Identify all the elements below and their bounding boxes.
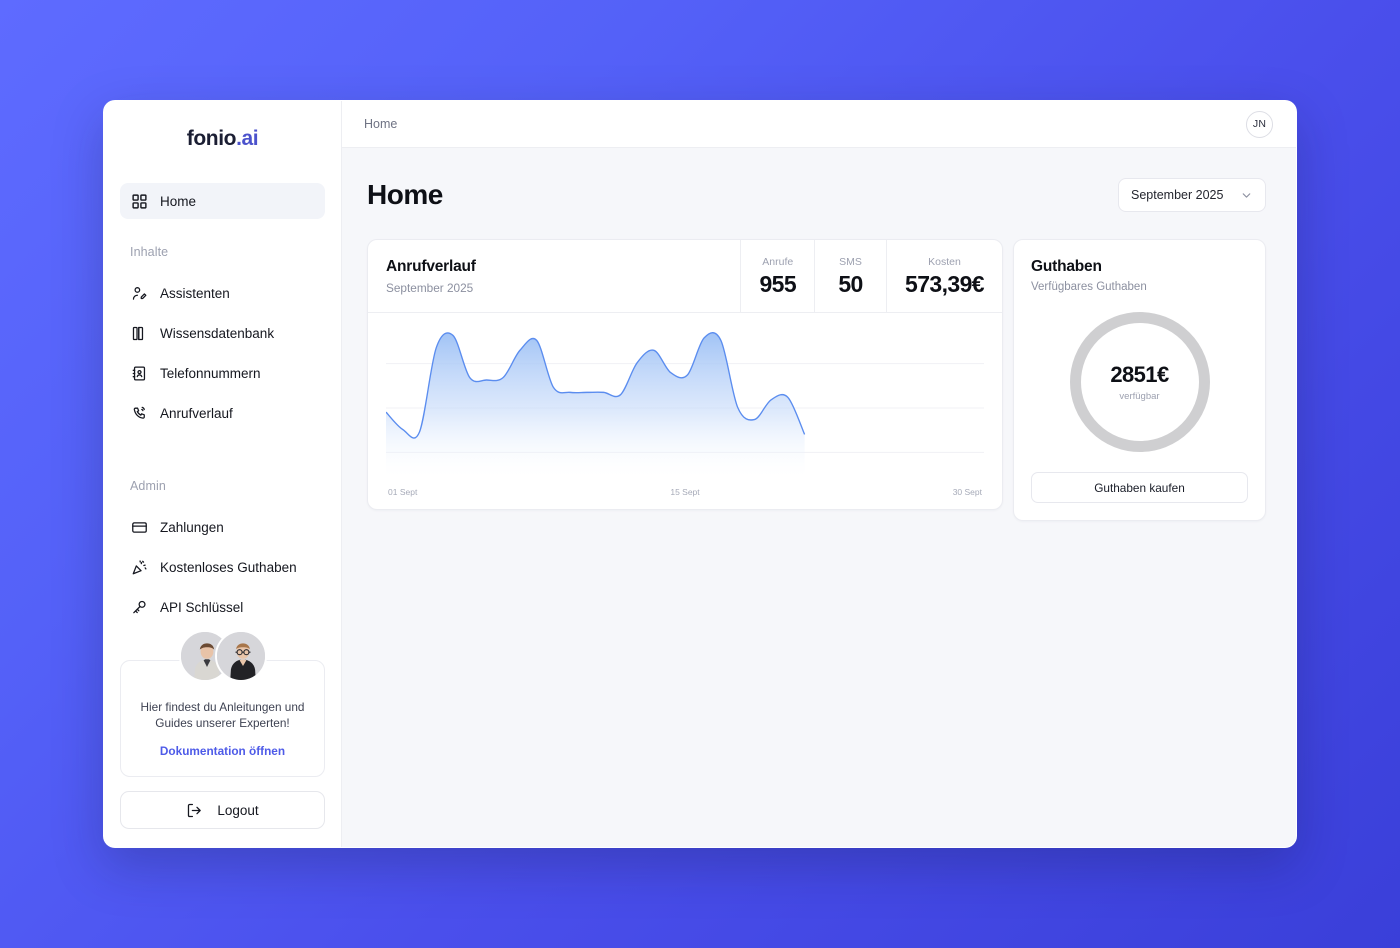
contact-book-icon — [130, 364, 148, 382]
sidebar-item-label: Assistenten — [160, 285, 230, 301]
credit-title: Guthaben — [1031, 258, 1102, 275]
sidebar-item-home[interactable]: Home — [120, 183, 325, 219]
sidebar-item-telefonnummern[interactable]: Telefonnummern — [120, 355, 325, 391]
sidebar-item-label: Anrufverlauf — [160, 405, 233, 421]
stat-label: SMS — [839, 255, 862, 268]
brand-logo-text: fonio.ai — [186, 127, 259, 151]
page-title: Home — [367, 179, 443, 210]
stat-label: Kosten — [928, 255, 961, 268]
month-selector-value: September 2025 — [1131, 188, 1224, 202]
call-history-card: Anrufverlauf September 2025 Anrufe 955 S… — [367, 239, 1003, 510]
docs-avatar-group — [121, 629, 324, 682]
sidebar-item-label: Zahlungen — [160, 519, 224, 535]
sidebar-item-assistenten[interactable]: Assistenten — [120, 275, 325, 311]
gauge-ring — [1069, 312, 1210, 452]
sidebar-section-label-admin: Admin — [130, 479, 166, 493]
sidebar-item-label: Wissensdatenbank — [160, 325, 275, 341]
sidebar-item-label: Home — [160, 193, 197, 209]
chevron-down-icon — [1242, 192, 1251, 198]
docs-link[interactable]: Dokumentation öffnen — [159, 744, 286, 758]
sidebar-item-api-schluessel[interactable]: API Schlüssel — [120, 589, 325, 625]
grid-icon — [130, 192, 148, 210]
brand-logo[interactable]: fonio.ai — [120, 101, 325, 177]
credit-gauge: 2851€ verfügbar — [1069, 312, 1210, 452]
logout-button[interactable]: Logout — [120, 791, 325, 829]
stat-label: Anrufe — [762, 255, 794, 268]
credit-subtitle: Verfügbares Guthaben — [1031, 281, 1147, 293]
avatar — [214, 629, 267, 682]
sidebar-nav-admin: Zahlungen Kostenloses Guthaben — [120, 509, 325, 629]
breadcrumb[interactable]: Home — [364, 117, 398, 131]
stat-value: 50 — [838, 270, 863, 297]
credit-amount-caption: verfügbar — [1119, 391, 1160, 402]
logout-label: Logout — [217, 802, 259, 818]
phone-call-icon — [130, 404, 148, 422]
user-avatar[interactable]: JN — [1246, 110, 1273, 138]
page-header: Home September 2025 — [342, 148, 1296, 212]
chart-area-fill — [386, 332, 805, 479]
sidebar-item-wissensdatenbank[interactable]: Wissensdatenbank — [120, 315, 325, 351]
area-chart-svg — [386, 332, 984, 479]
credit-balance-card: Guthaben Verfügbares Guthaben 2851€ verf… — [1013, 239, 1266, 521]
chart-x-axis: 01 Sept 15 Sept 30 Sept — [386, 479, 984, 499]
main-content: Home JN Home September 2025 Anrufverlauf… — [342, 101, 1296, 847]
key-icon — [130, 598, 148, 616]
sidebar-nav-inhalte: Assistenten Wissensdatenbank — [120, 275, 325, 435]
stat-value: 573,39€ — [905, 270, 985, 297]
call-history-title-box: Anrufverlauf September 2025 — [368, 240, 740, 312]
logout-icon — [188, 803, 202, 817]
call-history-subtitle: September 2025 — [386, 281, 474, 295]
credit-card-icon — [130, 518, 148, 536]
sidebar-item-label: Telefonnummern — [160, 365, 261, 381]
party-popper-icon — [130, 558, 148, 576]
sidebar: fonio.ai Home Inhalte — [104, 101, 342, 847]
credit-gauge-wrap: 2851€ verfügbar — [1031, 312, 1248, 452]
chart-line — [386, 332, 806, 439]
month-selector[interactable]: September 2025 — [1118, 178, 1266, 212]
user-pen-icon — [130, 284, 148, 302]
call-history-header: Anrufverlauf September 2025 Anrufe 955 S… — [368, 240, 1002, 313]
books-icon — [130, 324, 148, 342]
sidebar-item-label: Kostenloses Guthaben — [160, 559, 297, 575]
app-window: fonio.ai Home Inhalte — [103, 100, 1297, 848]
x-tick: 30 Sept — [952, 487, 982, 497]
area-chart — [386, 327, 984, 479]
buy-credit-button[interactable]: Guthaben kaufen — [1031, 472, 1248, 503]
brand-name-main: fonio — [186, 127, 237, 150]
x-tick: 15 Sept — [670, 487, 700, 497]
sidebar-item-label: API Schlüssel — [160, 599, 244, 615]
sidebar-item-anrufverlauf[interactable]: Anrufverlauf — [120, 395, 325, 431]
docs-promo-text: Hier findest du Anleitungen und Guides u… — [140, 699, 305, 731]
sidebar-section-label-inhalte: Inhalte — [130, 245, 169, 259]
dashboard-cards-row: Anrufverlauf September 2025 Anrufe 955 S… — [342, 212, 1296, 521]
stat-cost: Kosten 573,39€ — [886, 240, 1002, 312]
docs-promo-card: Hier findest du Anleitungen und Guides u… — [120, 629, 325, 777]
credit-amount: 2851€ — [1110, 362, 1169, 387]
sidebar-nav-primary: Home — [120, 183, 325, 223]
x-tick: 01 Sept — [388, 487, 418, 497]
sidebar-item-zahlungen[interactable]: Zahlungen — [120, 509, 325, 545]
stat-value: 955 — [759, 270, 797, 297]
call-history-title: Anrufverlauf — [386, 258, 476, 275]
brand-name-accent: .ai — [236, 127, 259, 150]
topbar: Home JN — [342, 101, 1296, 148]
stat-sms: SMS 50 — [814, 240, 886, 312]
gauge-inner: 2851€ verfügbar — [1070, 312, 1210, 452]
stat-calls: Anrufe 955 — [740, 240, 814, 312]
sidebar-item-kostenloses-guthaben[interactable]: Kostenloses Guthaben — [120, 549, 325, 585]
call-history-chart-box: 01 Sept 15 Sept 30 Sept — [368, 313, 1002, 509]
